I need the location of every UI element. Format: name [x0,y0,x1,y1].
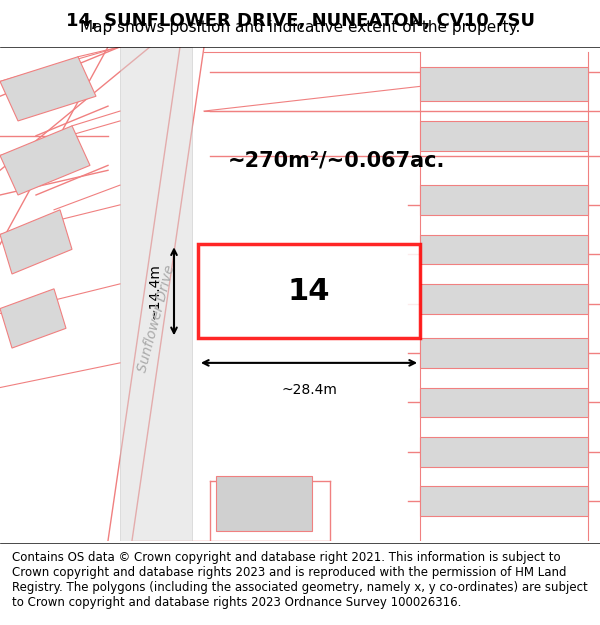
Text: ~270m²/~0.067ac.: ~270m²/~0.067ac. [227,151,445,171]
Text: 14: 14 [288,277,330,306]
Polygon shape [420,121,588,151]
Polygon shape [120,47,192,541]
Polygon shape [420,234,588,264]
Text: ~14.4m: ~14.4m [148,263,162,319]
Polygon shape [0,210,72,274]
Polygon shape [0,289,66,348]
Polygon shape [0,57,96,121]
Polygon shape [420,437,588,466]
Polygon shape [0,126,90,195]
Text: Map shows position and indicative extent of the property.: Map shows position and indicative extent… [80,20,520,35]
Polygon shape [420,338,588,367]
Polygon shape [420,185,588,215]
Bar [198,244,420,338]
Text: ~28.4m: ~28.4m [281,382,337,397]
Polygon shape [420,284,588,314]
Text: Sunflower Drive: Sunflower Drive [135,263,177,374]
Polygon shape [420,486,588,516]
Text: Contains OS data © Crown copyright and database right 2021. This information is : Contains OS data © Crown copyright and d… [12,551,588,609]
Text: 14, SUNFLOWER DRIVE, NUNEATON, CV10 7SU: 14, SUNFLOWER DRIVE, NUNEATON, CV10 7SU [65,12,535,30]
Polygon shape [420,388,588,418]
Polygon shape [420,67,588,101]
Polygon shape [216,476,312,531]
